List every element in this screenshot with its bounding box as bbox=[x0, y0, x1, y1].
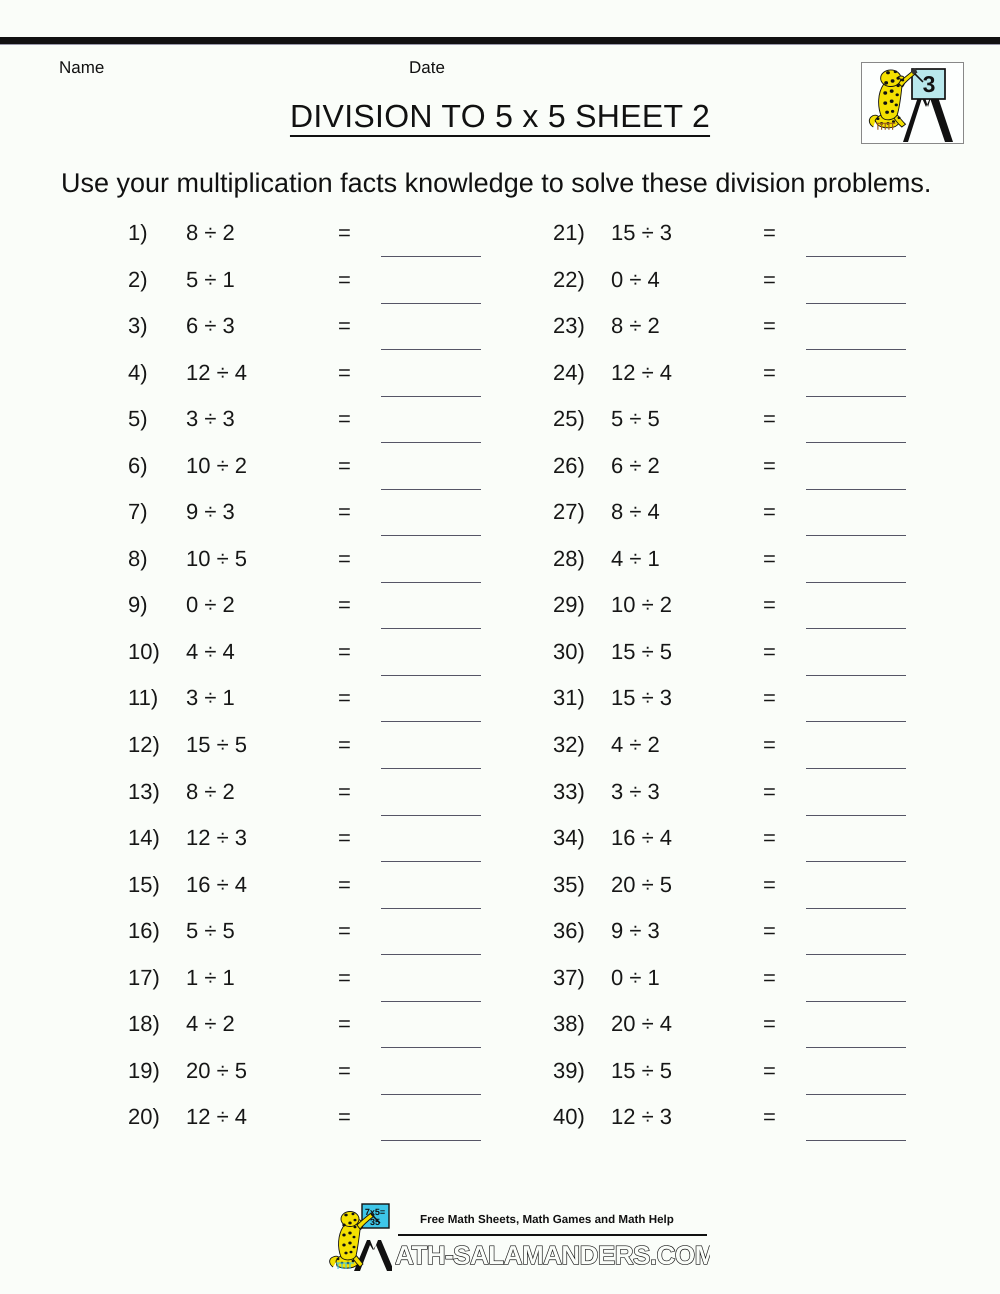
svg-text:ATH-SALAMANDERS.COM: ATH-SALAMANDERS.COM bbox=[395, 1240, 710, 1270]
svg-text:3: 3 bbox=[923, 71, 936, 97]
